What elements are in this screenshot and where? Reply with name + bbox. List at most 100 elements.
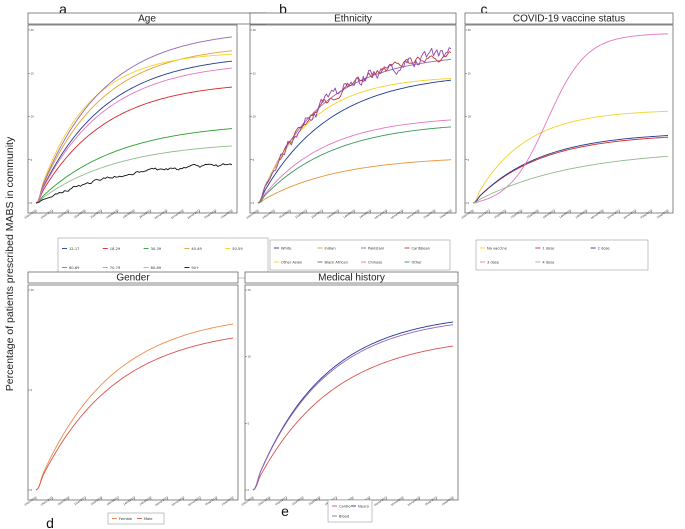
x-tick-label: 15apr2022 (221, 495, 235, 507)
x-tick-label: 15jan2022 (73, 208, 87, 219)
x-tick-label: 15apr2022 (220, 208, 234, 220)
panel-letter-gender: d (46, 515, 54, 529)
x-tick-label: 16dec2021 (240, 495, 255, 507)
series-line-age-8 (35, 163, 233, 204)
series-line-ethnicity-6 (257, 119, 452, 204)
x-tick-label: 05apr2022 (639, 208, 653, 220)
x-tick-label: 26dec2021 (261, 208, 276, 220)
legend-label: 90+ (191, 266, 199, 270)
legend-label: 70-79 (110, 266, 121, 270)
y-tick-label: 20 (31, 28, 35, 32)
legend-age: 12-17 18-29 30-39 40-49 50-59 60-69 70-79 80-89… (57, 237, 269, 279)
series-line-ethnicity-1 (257, 159, 452, 204)
legend-box (475, 239, 649, 271)
legend-label: Other Asian (281, 260, 302, 264)
panel-title-age: Age (138, 14, 156, 25)
x-tick-label: 26dec2021 (40, 208, 55, 220)
legend-label: 3 dose (487, 260, 500, 264)
y-tick-label: 10 (248, 355, 252, 359)
legend-box (57, 237, 269, 279)
x-tick-label: 04feb2022 (326, 208, 340, 220)
x-tick-label: 05jan2022 (57, 495, 71, 506)
y-tick-label: 10 (31, 288, 35, 292)
panel-letter-age: a (59, 1, 67, 17)
legend-label: 60-69 (69, 266, 80, 270)
x-tick-label: 05apr2022 (203, 208, 217, 220)
x-tick-label: 24feb2022 (138, 208, 152, 220)
legend-label: No vaccine (487, 246, 508, 250)
x-tick-label: 15apr2022 (441, 495, 455, 507)
y-tick-label: 0 (31, 201, 33, 205)
series-line-age-6 (35, 67, 233, 204)
plot-area-gender (27, 284, 239, 501)
x-tick-label: 24feb2022 (575, 208, 589, 220)
legend-label: Other (412, 260, 423, 264)
y-tick-label: 15 (468, 71, 472, 75)
x-tick-label: 05apr2022 (424, 495, 438, 507)
legend-label: 50-59 (232, 247, 243, 251)
legend-label: Cardio (339, 504, 351, 508)
legend-label: 1 dose (542, 246, 555, 250)
legend-label: 40-49 (191, 247, 202, 251)
legend-label: Male (144, 517, 153, 521)
panel-letter-medical: e (281, 503, 289, 519)
x-tick-label: 14feb2022 (122, 208, 136, 220)
legend-label: Chinese (368, 260, 383, 264)
x-tick-label: 24feb2022 (358, 208, 372, 220)
legend-label: White (281, 246, 292, 250)
x-tick-label: 15jan2022 (510, 208, 524, 219)
legend-vaccine: No vaccine 1 dose 2 dose 3 dose 4 dose (475, 239, 649, 271)
legend-label: Blood (339, 514, 349, 518)
x-tick-label: 14feb2022 (558, 208, 572, 220)
panel-title-box (249, 12, 457, 25)
series-line-age-1 (35, 86, 233, 204)
y-tick-label: 0 (253, 201, 255, 205)
series-line-ethnicity-3 (257, 51, 452, 204)
x-tick-label: 16dec2021 (245, 208, 260, 220)
panel-title-gender: Gender (116, 273, 150, 284)
x-tick-label: 15apr2022 (439, 208, 453, 220)
legend-label: Indian (325, 246, 336, 250)
legend-label: 2 dose (598, 246, 611, 250)
legend-label: 4 dose (542, 260, 555, 264)
legend-label: Pakistani (368, 246, 384, 250)
x-tick-label: 26dec2021 (40, 495, 55, 507)
series-line-ethnicity-7 (257, 126, 452, 204)
series-line-age-5 (35, 36, 233, 204)
x-tick-label: 05jan2022 (278, 208, 292, 219)
x-tick-label: 26dec2021 (257, 495, 272, 507)
legend-gender: Female Male (107, 512, 165, 525)
plot-area-age (27, 24, 238, 214)
panel-vaccine: c COVID-19 vaccine status 0 5 10 15 20 16dec202… (460, 1, 674, 271)
x-tick-label: 25jan2022 (89, 208, 103, 219)
x-tick-label: 05apr2022 (423, 208, 437, 220)
legend-box (269, 239, 451, 271)
legend-label: 12-17 (69, 247, 79, 251)
y-tick-label: 20 (468, 28, 472, 32)
y-tick-label: 15 (253, 71, 257, 75)
x-tick-label: 04feb2022 (542, 208, 556, 220)
series-line-gender-0 (35, 323, 234, 491)
y-tick-label: 5 (253, 158, 255, 162)
legend-label: Caribbean (412, 246, 430, 250)
legend-label: 80-89 (151, 266, 162, 270)
x-tick-label: 05jan2022 (274, 495, 288, 506)
x-tick-label: 15jan2022 (291, 495, 305, 506)
plot-area-medical (244, 284, 459, 501)
x-tick-label: 25jan2022 (90, 495, 104, 506)
series-line-age-7 (35, 145, 233, 204)
panel-title-medical: Medical history (318, 273, 385, 284)
series-line-medical-2 (252, 324, 454, 491)
legend-ethnicity: White Indian Pakistani Caribbean Other Asian… (269, 239, 451, 271)
x-tick-label: 04feb2022 (106, 495, 120, 507)
legend-box (107, 512, 165, 525)
y-tick-label: 15 (248, 288, 252, 292)
y-tick-label: 0 (468, 201, 470, 205)
legend-label: 18-29 (110, 247, 121, 251)
panel-title-box (27, 271, 239, 284)
series-line-vaccine-4 (472, 155, 669, 204)
x-tick-label: 05apr2022 (204, 495, 218, 507)
plot-area-vaccine (464, 24, 674, 214)
